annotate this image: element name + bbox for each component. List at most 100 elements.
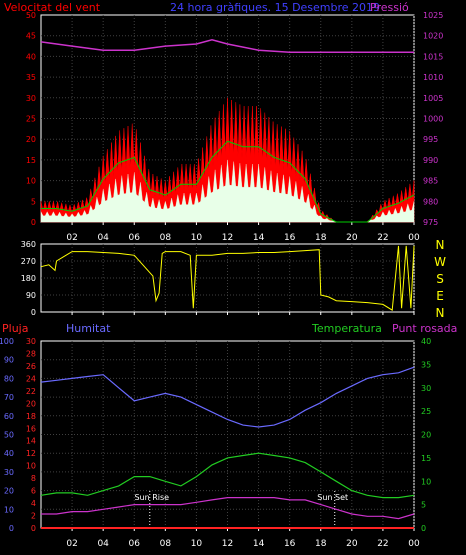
pressure-y-tick-1015: 1015 bbox=[423, 52, 443, 61]
rain-y-tick-18: 18 bbox=[26, 412, 36, 421]
rain-y-tick-16: 16 bbox=[26, 424, 36, 433]
dew-point-label: Punt rosada bbox=[392, 322, 457, 335]
humidity-y-tick-0: 0 bbox=[9, 524, 14, 533]
temperature-y-tick-25: 25 bbox=[421, 407, 431, 416]
x-tick-label-14: 14 bbox=[253, 233, 265, 243]
pressure-label: Pressió bbox=[370, 1, 409, 14]
x-tick-label-00: 00 bbox=[408, 539, 420, 549]
pressure-y-tick-1025: 1025 bbox=[423, 11, 443, 20]
pressure-y-tick-1000: 1000 bbox=[423, 115, 443, 124]
x-tick-label-00: 00 bbox=[408, 233, 420, 243]
x-tick-label-08: 08 bbox=[160, 233, 172, 243]
wind-direction-line bbox=[40, 245, 415, 311]
average-wind-line bbox=[41, 140, 415, 223]
x-tick-label-04: 04 bbox=[97, 539, 109, 549]
compass-E-3: E bbox=[436, 289, 444, 303]
dew-point-line bbox=[41, 497, 415, 520]
x-tick-label-12: 12 bbox=[222, 539, 233, 549]
sunrise-label: Sun Rise bbox=[134, 493, 169, 502]
wind-y-tick-20: 20 bbox=[26, 135, 36, 144]
humidity-y-tick-50: 50 bbox=[4, 431, 14, 440]
x-tick-label-20: 20 bbox=[346, 539, 358, 549]
humidity-y-tick-20: 20 bbox=[4, 487, 14, 496]
wind-speed-label: Velocitat del vent bbox=[4, 1, 101, 14]
rain-y-tick-22: 22 bbox=[26, 387, 36, 396]
x-tick-label-02: 02 bbox=[66, 233, 77, 243]
temperature-y-tick-15: 15 bbox=[421, 454, 431, 463]
x-tick-label-22: 22 bbox=[377, 539, 388, 549]
compass-N-0: N bbox=[436, 238, 445, 252]
humidity-line bbox=[40, 366, 415, 428]
temperature-line bbox=[40, 452, 415, 499]
wind-y-tick-45: 45 bbox=[26, 32, 36, 41]
humidity-y-tick-80: 80 bbox=[4, 374, 14, 383]
temperature-y-tick-5: 5 bbox=[421, 501, 426, 510]
compass-N-4: N bbox=[436, 306, 445, 320]
wind-y-tick-50: 50 bbox=[26, 11, 36, 20]
pressure-y-tick-980: 980 bbox=[423, 197, 438, 206]
x-tick-label-06: 06 bbox=[129, 233, 141, 243]
direction-y-tick-270: 270 bbox=[21, 257, 36, 266]
wind-y-tick-35: 35 bbox=[26, 73, 36, 82]
compass-W-1: W bbox=[434, 255, 446, 269]
compass-S-2: S bbox=[436, 272, 444, 286]
wind-y-tick-25: 25 bbox=[26, 115, 36, 124]
x-tick-label-16: 16 bbox=[284, 233, 296, 243]
rain-y-tick-28: 28 bbox=[26, 349, 36, 358]
humidity-y-tick-70: 70 bbox=[4, 393, 14, 402]
sunset-label: Sun Set bbox=[317, 493, 348, 502]
wind-y-tick-15: 15 bbox=[26, 156, 36, 165]
x-tick-label-10: 10 bbox=[191, 233, 203, 243]
x-tick-label-10: 10 bbox=[191, 539, 203, 549]
rain-y-tick-6: 6 bbox=[31, 487, 36, 496]
pressure-y-tick-1010: 1010 bbox=[423, 73, 443, 82]
wind-y-tick-40: 40 bbox=[26, 52, 36, 61]
temperature-label: Temperatura bbox=[311, 322, 382, 335]
x-tick-label-06: 06 bbox=[129, 539, 141, 549]
rain-y-tick-24: 24 bbox=[26, 374, 36, 383]
temperature-y-tick-35: 35 bbox=[421, 360, 431, 369]
rain-y-tick-2: 2 bbox=[31, 512, 36, 521]
rain-y-tick-10: 10 bbox=[26, 462, 36, 471]
pressure-y-tick-990: 990 bbox=[423, 156, 438, 165]
humidity-y-tick-40: 40 bbox=[4, 449, 14, 458]
humidity-y-tick-60: 60 bbox=[4, 412, 14, 421]
rain-y-tick-0: 0 bbox=[31, 524, 36, 533]
pressure-y-tick-985: 985 bbox=[423, 177, 438, 186]
temperature-y-tick-30: 30 bbox=[421, 384, 431, 393]
humidity-y-tick-100: 100 bbox=[0, 337, 14, 346]
direction-y-tick-180: 180 bbox=[21, 274, 36, 283]
rain-y-tick-14: 14 bbox=[26, 437, 36, 446]
humidity-y-tick-30: 30 bbox=[4, 468, 14, 477]
pressure-line bbox=[40, 39, 414, 54]
wind-y-tick-10: 10 bbox=[26, 177, 36, 186]
wind-y-tick-0: 0 bbox=[31, 218, 36, 227]
x-tick-label-22: 22 bbox=[377, 233, 388, 243]
humidity-y-tick-10: 10 bbox=[4, 505, 14, 514]
x-tick-label-04: 04 bbox=[97, 233, 109, 243]
x-tick-label-16: 16 bbox=[284, 539, 296, 549]
rain-y-tick-26: 26 bbox=[26, 362, 36, 371]
rain-y-tick-8: 8 bbox=[31, 474, 36, 483]
temperature-y-tick-40: 40 bbox=[421, 337, 431, 346]
x-tick-label-08: 08 bbox=[160, 539, 172, 549]
rain-y-tick-20: 20 bbox=[26, 399, 36, 408]
pressure-y-tick-1020: 1020 bbox=[423, 32, 443, 41]
pressure-y-tick-995: 995 bbox=[423, 135, 438, 144]
x-tick-label-14: 14 bbox=[253, 539, 265, 549]
rain-y-tick-12: 12 bbox=[26, 449, 36, 458]
rain-label: Pluja bbox=[2, 322, 28, 335]
temperature-y-tick-20: 20 bbox=[421, 431, 431, 440]
direction-y-tick-90: 90 bbox=[26, 291, 36, 300]
x-tick-label-12: 12 bbox=[222, 233, 233, 243]
x-tick-label-02: 02 bbox=[66, 539, 77, 549]
humidity-y-tick-90: 90 bbox=[4, 356, 14, 365]
x-tick-label-20: 20 bbox=[346, 233, 358, 243]
rain-y-tick-4: 4 bbox=[31, 499, 36, 508]
temperature-y-tick-10: 10 bbox=[421, 477, 431, 486]
direction-y-tick-0: 0 bbox=[31, 308, 36, 317]
wind-y-tick-30: 30 bbox=[26, 94, 36, 103]
wind-y-tick-5: 5 bbox=[31, 197, 36, 206]
humidity-label: Humitat bbox=[66, 322, 111, 335]
